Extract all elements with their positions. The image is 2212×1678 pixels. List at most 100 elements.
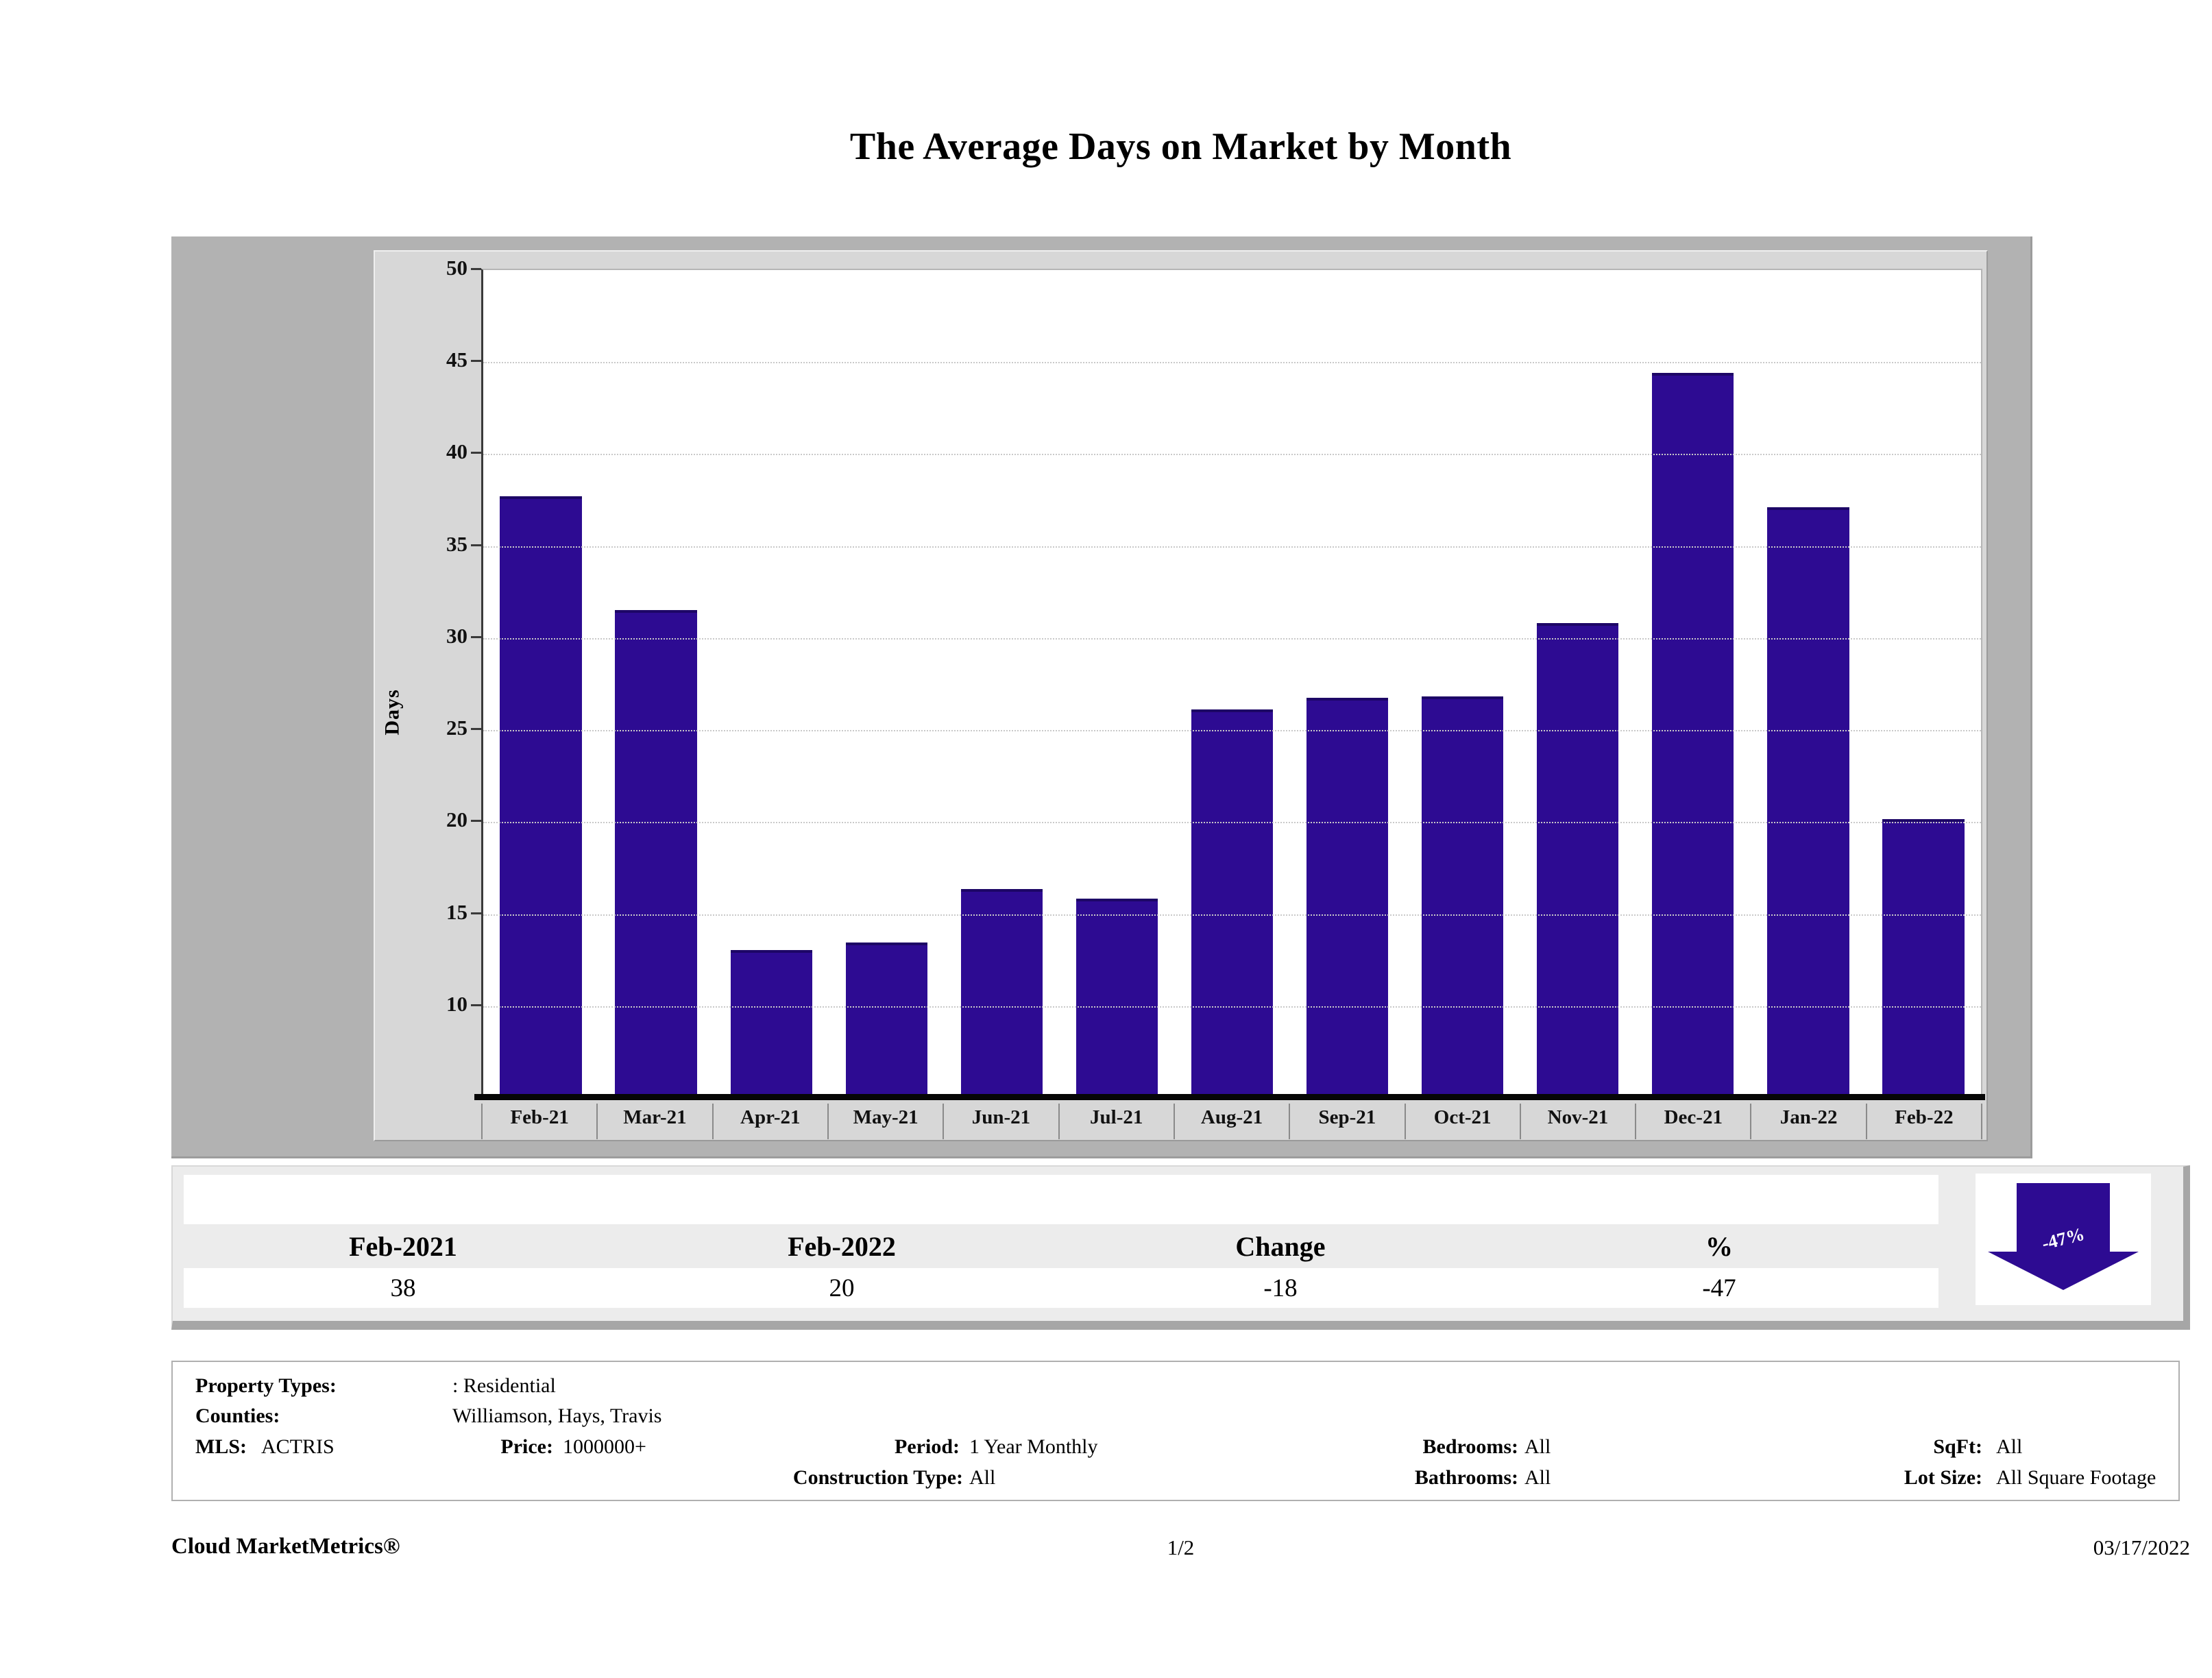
bar xyxy=(1882,819,1965,1097)
x-tick-label: Jun-21 xyxy=(943,1104,1058,1139)
plot-area xyxy=(481,269,1982,1097)
counties-label: Counties: xyxy=(195,1405,280,1427)
x-tick-label: Sep-21 xyxy=(1289,1104,1404,1139)
property-types-value: : Residential xyxy=(452,1374,556,1397)
bar-slot xyxy=(1405,270,1520,1097)
bathrooms-value: All xyxy=(1524,1466,1551,1489)
price-label: Price: xyxy=(500,1435,553,1458)
counties-value: Williamson, Hays, Travis xyxy=(452,1405,662,1427)
bar-slot xyxy=(1866,270,1981,1097)
period-label: Period: xyxy=(895,1435,960,1458)
y-tick-mark xyxy=(471,820,481,823)
summary-value-cell: 20 xyxy=(829,1274,855,1302)
y-tick-mark xyxy=(471,912,481,914)
x-tick-label: Jan-22 xyxy=(1750,1104,1865,1139)
y-tick-mark xyxy=(471,544,481,546)
mls-label: MLS: xyxy=(195,1435,247,1458)
gridline xyxy=(483,822,1981,824)
summary-header-cell: % xyxy=(1705,1230,1733,1262)
bar xyxy=(1191,709,1274,1097)
summary-table-header: Feb-2021 Feb-2022 Change% xyxy=(184,1224,1938,1268)
x-axis-line xyxy=(474,1094,1985,1100)
gridline xyxy=(483,637,1981,640)
bar-slot xyxy=(1059,270,1174,1097)
mls-value: ACTRIS xyxy=(261,1435,335,1458)
y-tick-label: 50 xyxy=(446,256,467,280)
chart-panel: Days Feb-21 Mar-21 Apr-21 May-21 Jun-21 Jul-2… xyxy=(374,250,1988,1141)
y-tick-label: 25 xyxy=(446,716,467,740)
summary-value-cell: -47 xyxy=(1702,1274,1736,1302)
construction-type-value: All xyxy=(969,1466,996,1489)
gridline xyxy=(483,362,1981,364)
bar xyxy=(1537,622,1619,1097)
period-value: 1 Year Monthly xyxy=(969,1435,1098,1458)
x-tick-label: Mar-21 xyxy=(596,1104,712,1139)
chart-outer-band: Days Feb-21 Mar-21 Apr-21 May-21 Jun-21 Jul-2… xyxy=(171,236,2032,1158)
gridline xyxy=(483,546,1981,548)
bar xyxy=(1075,898,1158,1097)
bar-slot xyxy=(1520,270,1636,1097)
lot-size-label: Lot Size: xyxy=(1904,1466,1982,1489)
y-tick-label: 35 xyxy=(446,531,467,556)
property-types-label: Property Types: xyxy=(195,1374,337,1397)
trend-arrow-box: -47% xyxy=(1976,1174,2151,1305)
y-tick-label: 45 xyxy=(446,348,467,372)
x-tick-label: Feb-21 xyxy=(481,1104,596,1139)
summary-table-values: 38 20 -18 -47 xyxy=(184,1268,1938,1308)
bathrooms-label: Bathrooms: xyxy=(1414,1466,1518,1489)
y-tick-mark xyxy=(471,635,481,638)
x-tick-label: Aug-21 xyxy=(1173,1104,1289,1139)
summary-header-cell: Change xyxy=(1235,1230,1326,1262)
bar-slot xyxy=(483,270,598,1097)
bar-slot xyxy=(598,270,714,1097)
bar xyxy=(1767,507,1849,1097)
x-tick-label: Jul-21 xyxy=(1058,1104,1174,1139)
x-tick-label: May-21 xyxy=(827,1104,943,1139)
bar-slot xyxy=(1174,270,1289,1097)
y-tick-label: 10 xyxy=(446,991,467,1016)
bedrooms-label: Bedrooms: xyxy=(1422,1435,1518,1458)
bar xyxy=(1422,696,1504,1097)
footer-date: 03/17/2022 xyxy=(2093,1535,2190,1559)
filters-info-box: Property Types: : Residential Counties: … xyxy=(171,1361,2180,1501)
summary-header-cell: Feb-2022 xyxy=(788,1230,896,1262)
bar xyxy=(500,496,582,1097)
summary-value-cell: 38 xyxy=(390,1274,416,1302)
y-tick-label: 20 xyxy=(446,807,467,832)
summary-header-cell: Feb-2021 xyxy=(349,1230,457,1262)
x-tick-label: Nov-21 xyxy=(1519,1104,1635,1139)
gridline xyxy=(483,454,1981,456)
bar xyxy=(960,889,1043,1097)
summary-value-cell: -18 xyxy=(1263,1274,1298,1302)
gridline xyxy=(483,1006,1981,1008)
bar-slot xyxy=(1636,270,1751,1097)
bedrooms-value: All xyxy=(1524,1435,1551,1458)
sqft-label: SqFt: xyxy=(1933,1435,1982,1458)
y-tick-label: 30 xyxy=(446,623,467,648)
gridline xyxy=(483,730,1981,732)
y-tick-mark xyxy=(471,728,481,731)
summary-empty-row xyxy=(184,1175,1938,1224)
x-axis-tick-labels: Feb-21 Mar-21 Apr-21 May-21 Jun-21 Jul-21 Aug-… xyxy=(481,1104,1983,1139)
page-title: The Average Days on Market by Month xyxy=(849,125,1512,168)
bar xyxy=(845,942,927,1097)
bar-slot xyxy=(944,270,1059,1097)
y-tick-mark xyxy=(471,452,481,454)
down-arrow-icon: -47% xyxy=(1988,1183,2139,1290)
sqft-value: All xyxy=(1996,1435,2023,1458)
bar-series xyxy=(483,270,1981,1097)
bar xyxy=(1306,698,1389,1097)
bar-slot xyxy=(714,270,829,1097)
construction-type-label: Construction Type: xyxy=(792,1466,963,1489)
y-tick-mark xyxy=(471,268,481,270)
y-tick-label: 15 xyxy=(446,899,467,924)
y-tick-mark xyxy=(471,1004,481,1006)
lot-size-value: All Square Footage xyxy=(1996,1466,2156,1489)
gridline xyxy=(483,914,1981,916)
x-tick-label: Oct-21 xyxy=(1404,1104,1520,1139)
footer-brand: Cloud MarketMetrics® xyxy=(171,1534,400,1559)
x-tick-label: Apr-21 xyxy=(712,1104,827,1139)
x-tick-label: Dec-21 xyxy=(1635,1104,1750,1139)
footer-page-number: 1/2 xyxy=(1167,1535,1195,1559)
bar xyxy=(615,609,697,1097)
